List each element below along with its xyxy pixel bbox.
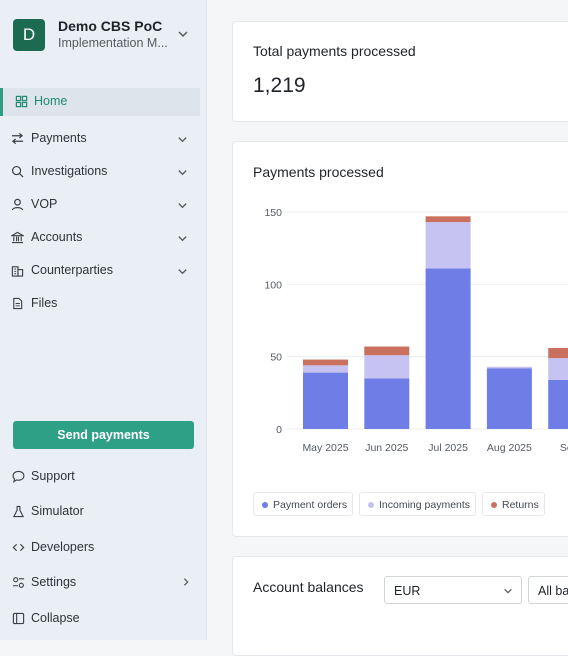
y-tick-label: 100 [264, 279, 282, 291]
flask-icon [12, 505, 25, 518]
sidebar-item-accounts[interactable]: Accounts [0, 224, 200, 252]
send-payments-button[interactable]: Send payments [13, 421, 194, 449]
building-icon [11, 266, 24, 277]
sidebar-item-label: Home [34, 94, 68, 108]
sidebar-item-collapse[interactable]: Collapse [0, 607, 200, 631]
x-tick-label: Jul 2025 [428, 442, 468, 454]
sidebar-item-label: Counterparties [31, 263, 113, 277]
chevron-down-icon [178, 236, 187, 242]
sidebar-item-label: Files [31, 296, 58, 310]
y-tick-label: 50 [270, 352, 282, 364]
legend-incoming-payments[interactable]: Incoming payments [359, 492, 476, 516]
chevron-down-icon [504, 588, 512, 594]
x-tick-label: Sept [560, 442, 568, 454]
bar-segment[interactable] [303, 372, 348, 429]
chevron-down-icon [178, 170, 187, 176]
legend-label: Returns [502, 499, 539, 511]
bar-segment[interactable] [303, 359, 348, 366]
sidebar-item-label: VOP [31, 197, 58, 211]
file-icon [13, 297, 23, 310]
org-name: Demo CBS PoC [58, 18, 163, 34]
legend-label: Incoming payments [379, 499, 471, 511]
legend-payment-orders[interactable]: Payment orders [253, 492, 353, 516]
legend-dot [491, 502, 497, 508]
bar-segment[interactable] [364, 378, 410, 429]
chevron-down-icon [178, 137, 187, 143]
x-tick-label: Aug 2025 [487, 442, 532, 454]
card-title: Payments processed [253, 164, 384, 180]
currency-value: EUR [394, 584, 421, 598]
sidebar-item-label: Settings [31, 575, 77, 589]
sidebar-item-label: Developers [31, 540, 95, 554]
sidebar-item-label: Payments [31, 131, 87, 145]
org-switcher[interactable]: D Demo CBS PoC Implementation M... [13, 17, 198, 53]
legend-label: Payment orders [273, 499, 348, 511]
chevron-down-icon [178, 203, 187, 209]
total-payments-card: Total payments processed 1,219 [232, 21, 568, 122]
account-balances-card: Account balances [232, 556, 568, 656]
bank-icon [11, 231, 24, 244]
bar-segment[interactable] [486, 368, 532, 429]
search-icon [11, 165, 24, 178]
sidebar-item-label: Investigations [31, 164, 108, 178]
code-icon [12, 543, 25, 552]
collapse-icon [12, 612, 25, 625]
sidebar-item-settings[interactable]: Settings [0, 571, 200, 595]
legend-dot [262, 502, 268, 508]
bar-segment[interactable] [425, 216, 471, 223]
sidebar-item-developers[interactable]: Developers [0, 536, 200, 560]
sidebar-item-simulator[interactable]: Simulator [0, 500, 200, 524]
bar-segment[interactable] [486, 366, 532, 369]
arrows-exchange-icon [11, 132, 24, 145]
bar-segment[interactable] [364, 355, 410, 379]
sidebar-item-support[interactable]: Support [0, 465, 200, 489]
settings-icon [12, 577, 25, 588]
x-tick-label: Jun 2025 [365, 442, 408, 454]
payments-chart: 0 50 100 150 May 2025 Jun 2025 Jul 2025 Aug 202… [264, 207, 568, 454]
bar-segment[interactable] [425, 222, 471, 269]
chevron-down-icon [178, 31, 188, 38]
chat-bubble-icon [12, 470, 25, 483]
sidebar-item-home[interactable]: Home [0, 88, 200, 116]
bar-segment[interactable] [548, 358, 568, 380]
sidebar-item-files[interactable]: Files [0, 290, 200, 318]
x-tick-label: May 2025 [302, 442, 348, 454]
user-icon [11, 198, 24, 211]
sidebar-item-label: Collapse [31, 611, 80, 625]
org-subtitle: Implementation M... [58, 36, 168, 50]
account-filter-select[interactable]: All ba [528, 576, 568, 604]
bar-segment[interactable] [303, 365, 348, 373]
sidebar-item-payments[interactable]: Payments [0, 125, 200, 153]
sidebar-item-label: Support [31, 469, 75, 483]
bar-segment[interactable] [548, 379, 568, 429]
bar-segment[interactable] [364, 346, 410, 356]
sidebar-item-label: Accounts [31, 230, 83, 244]
card-title: Account balances [253, 579, 364, 595]
sidebar-item-vop[interactable]: VOP [0, 191, 200, 219]
total-payments-value: 1,219 [253, 74, 306, 97]
legend-dot [368, 502, 374, 508]
sidebar: D Demo CBS PoC Implementation M... Home … [0, 0, 207, 640]
currency-select[interactable]: EUR [384, 576, 522, 604]
legend-returns[interactable]: Returns [482, 492, 545, 516]
payments-processed-card: Payments processed [232, 141, 568, 537]
y-tick-label: 150 [264, 207, 282, 219]
sidebar-item-counterparties[interactable]: Counterparties [0, 257, 200, 285]
sidebar-item-label: Simulator [31, 504, 84, 518]
dashboard-icon [15, 95, 28, 108]
bar-segment[interactable] [425, 268, 471, 429]
y-tick-label: 0 [276, 424, 282, 436]
chevron-down-icon [178, 269, 187, 275]
sidebar-item-investigations[interactable]: Investigations [0, 158, 200, 186]
chevron-right-icon [183, 578, 189, 586]
account-filter-value: All ba [538, 584, 568, 598]
bar-segment[interactable] [548, 347, 568, 359]
card-title: Total payments processed [253, 43, 416, 59]
org-avatar: D [13, 19, 45, 51]
